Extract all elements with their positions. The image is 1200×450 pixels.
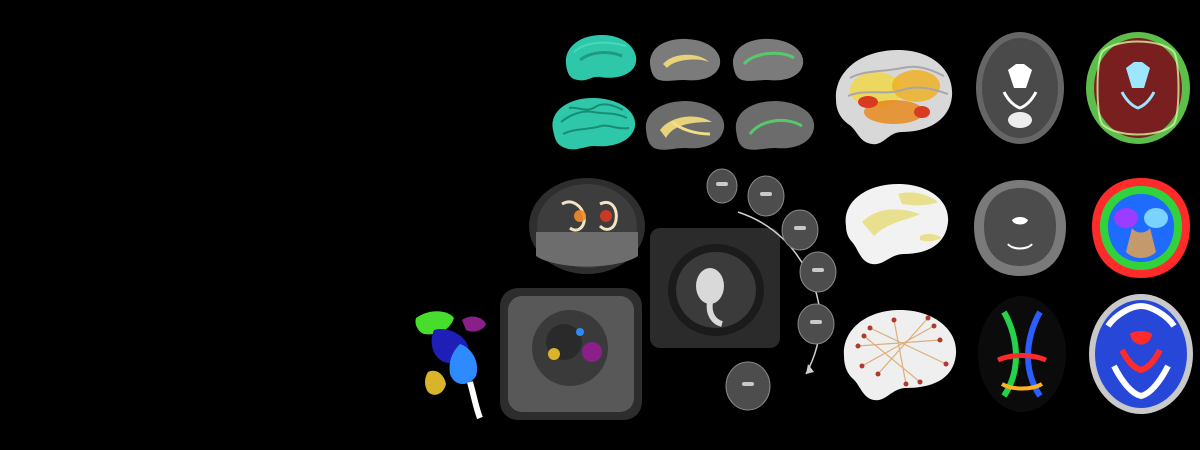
fetal-brain-sequence	[704, 168, 842, 418]
structural-connectome	[836, 300, 964, 405]
teal-surface-medial	[560, 30, 640, 85]
teal-surface-lateral	[545, 92, 640, 154]
cortical-segmentation-axial	[1082, 28, 1194, 148]
ultrasound-like-slice	[500, 288, 642, 420]
glass-brain-3d	[522, 170, 652, 280]
subcortical-3d-structures	[410, 300, 500, 420]
gray-brain-yellow-tract	[645, 34, 725, 86]
gray-brain-green-tract-2	[730, 96, 820, 154]
blue-red-parametric-map	[1086, 290, 1196, 418]
mri-coronal	[968, 172, 1073, 284]
diffusion-color-map	[972, 292, 1072, 417]
yellow-inflated-surface	[836, 176, 956, 266]
mri-axial-t2	[968, 28, 1073, 148]
gray-brain-green-tract	[728, 34, 808, 86]
gray-brain-yellow-tract-2	[640, 96, 730, 154]
heatmap-cortex	[828, 42, 958, 150]
fetal-mri-uterus	[650, 228, 780, 348]
tissue-segmentation-coronal	[1086, 172, 1196, 284]
